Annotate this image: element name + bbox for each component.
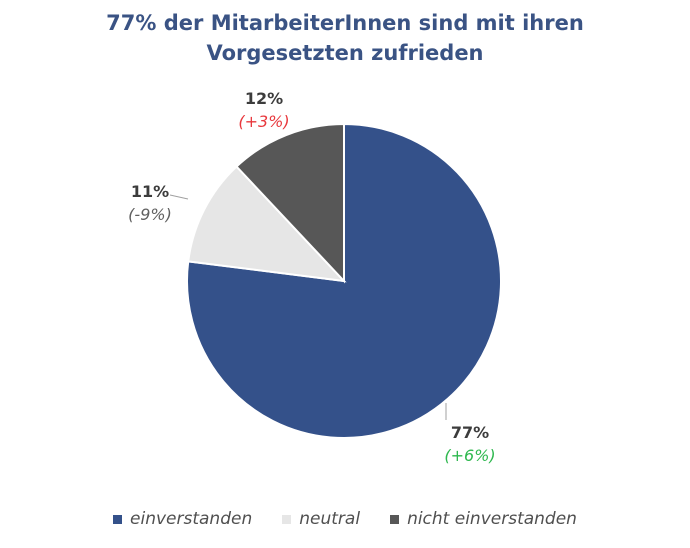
chart-title: 77% der MitarbeiterInnen sind mit ihren …: [0, 8, 690, 68]
legend-label-nicht-einverstanden: nicht einverstanden: [407, 509, 577, 529]
data-label-value-neutral: 11%: [131, 182, 169, 201]
legend-item-neutral: neutral: [282, 509, 360, 529]
legend-swatch-nicht-einverstanden: [390, 514, 400, 524]
data-label-change-einverstanden: (+6%): [444, 446, 495, 465]
legend-item-einverstanden: einverstanden: [113, 509, 252, 529]
legend-item-nicht-einverstanden: nicht einverstanden: [390, 509, 577, 529]
data-label-value-einverstanden: 77%: [451, 423, 489, 442]
pie-slice-nicht-einverstanden: [235, 122, 345, 284]
data-label-change-nicht-einverstanden: (+3%): [238, 112, 289, 131]
legend: einverstanden neutral nicht einverstande…: [0, 509, 690, 529]
legend-swatch-neutral: [282, 514, 292, 524]
chart-title-line-1: 77% der MitarbeiterInnen sind mit ihren: [106, 11, 584, 35]
legend-label-einverstanden: einverstanden: [130, 509, 253, 529]
leader-line-neutral: [169, 194, 189, 200]
data-label-value-nicht-einverstanden: 12%: [245, 89, 283, 108]
chart-title-line-2: Vorgesetzten zufrieden: [206, 41, 484, 65]
pie-slice-einverstanden: [186, 122, 502, 439]
data-label-change-neutral: (-9%): [128, 205, 172, 224]
legend-swatch-einverstanden: [113, 514, 123, 524]
legend-label-neutral: neutral: [299, 509, 361, 529]
pie-slice-neutral: [187, 165, 347, 283]
